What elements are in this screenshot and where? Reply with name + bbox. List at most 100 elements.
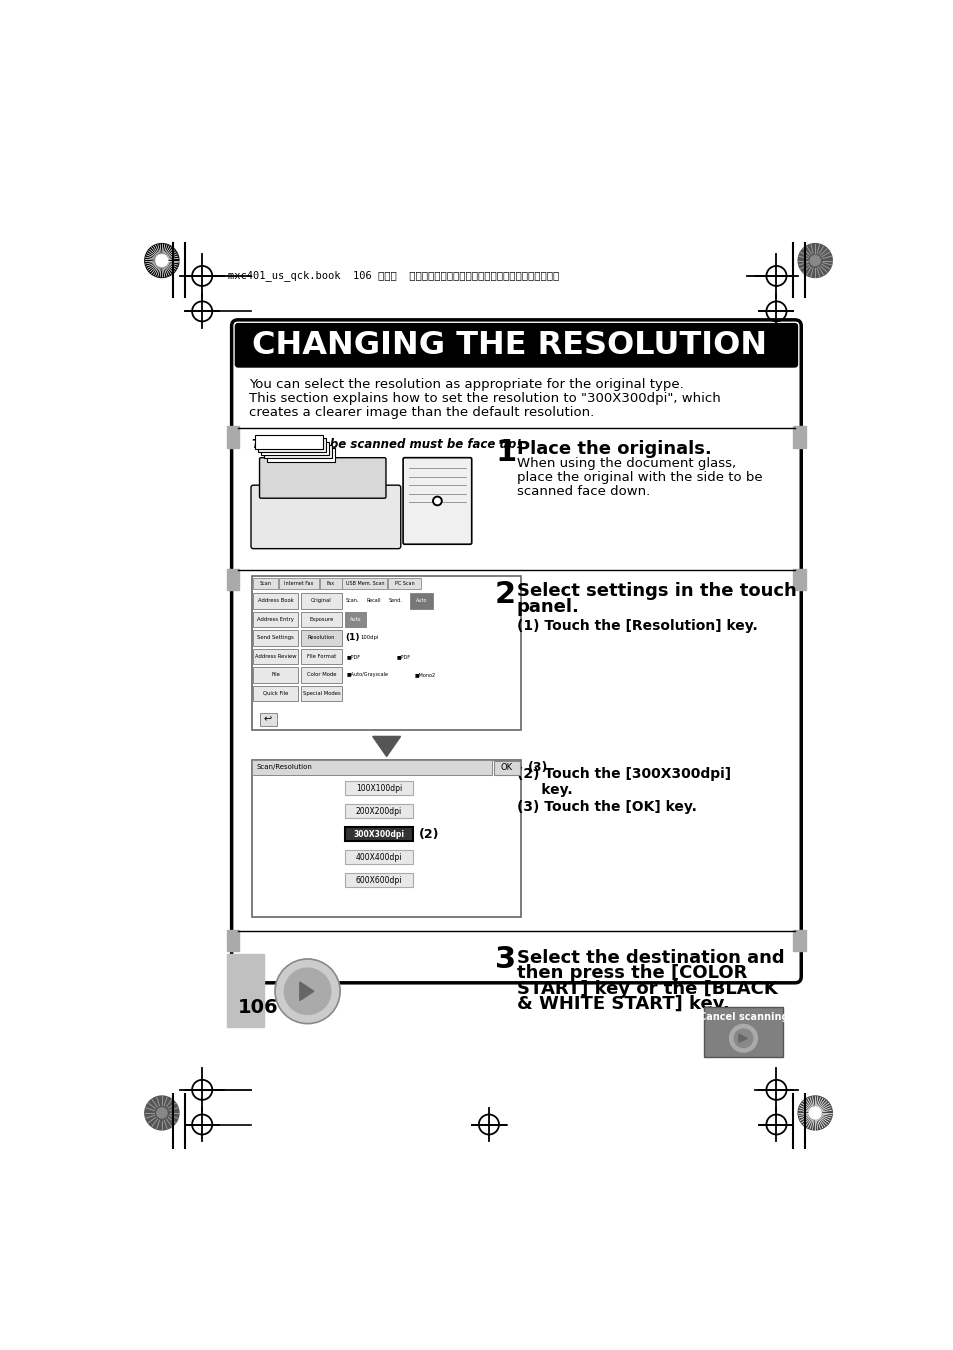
Text: When using the document glass,: When using the document glass, — [517, 456, 735, 470]
Bar — [257, 439, 326, 452]
Bar — [253, 630, 298, 645]
Text: Send.: Send. — [389, 598, 402, 603]
Bar — [227, 427, 239, 448]
Bar — [493, 761, 519, 775]
Text: Auto: Auto — [350, 617, 361, 622]
Bar — [342, 578, 387, 589]
Bar — [344, 873, 413, 887]
Bar — [301, 648, 341, 664]
Bar — [253, 667, 298, 683]
Bar — [344, 612, 366, 628]
Bar — [793, 930, 805, 952]
Text: panel.: panel. — [517, 598, 579, 616]
Text: place the original with the side to be: place the original with the side to be — [517, 471, 761, 483]
Circle shape — [156, 1108, 167, 1118]
Bar — [410, 593, 433, 609]
Bar — [264, 444, 332, 459]
Polygon shape — [373, 736, 400, 756]
Text: Select settings in the touch: Select settings in the touch — [517, 582, 796, 601]
Bar — [237, 346, 794, 366]
Text: Send Settings: Send Settings — [257, 636, 294, 640]
Text: Exposure: Exposure — [309, 617, 334, 622]
Text: ■PDF: ■PDF — [396, 653, 411, 659]
Bar — [344, 828, 413, 841]
Circle shape — [155, 255, 168, 266]
Text: Special Modes: Special Modes — [302, 691, 340, 695]
Text: (1): (1) — [344, 633, 359, 643]
Circle shape — [808, 1107, 821, 1119]
Text: This section explains how to set the resolution to "300X300dpi", which: This section explains how to set the res… — [249, 393, 720, 405]
Bar — [259, 713, 276, 726]
Text: Internet Fax: Internet Fax — [284, 580, 314, 586]
Text: Resolution: Resolution — [308, 636, 335, 640]
FancyBboxPatch shape — [234, 323, 798, 367]
Text: Recall: Recall — [367, 598, 381, 603]
Bar — [227, 568, 239, 590]
Bar — [254, 435, 322, 450]
Circle shape — [734, 1029, 752, 1048]
Bar — [793, 427, 805, 448]
Bar — [252, 760, 521, 918]
Text: then press the [COLOR: then press the [COLOR — [517, 964, 746, 983]
Bar — [227, 954, 264, 1027]
Circle shape — [284, 968, 331, 1014]
Bar — [344, 850, 413, 864]
FancyBboxPatch shape — [232, 320, 801, 983]
FancyBboxPatch shape — [403, 458, 471, 544]
Text: (2) Touch the [300X300dpi]: (2) Touch the [300X300dpi] — [517, 767, 730, 782]
Text: (1) Touch the [Resolution] key.: (1) Touch the [Resolution] key. — [517, 618, 757, 633]
Text: 300X300dpi: 300X300dpi — [353, 830, 404, 838]
Text: Select the destination and: Select the destination and — [517, 949, 783, 967]
Bar — [253, 648, 298, 664]
Text: ■PDF: ■PDF — [346, 653, 360, 659]
Text: 1: 1 — [495, 437, 516, 467]
Text: Quick File: Quick File — [263, 691, 288, 695]
Polygon shape — [738, 1034, 746, 1042]
Text: 100X100dpi: 100X100dpi — [355, 783, 401, 792]
Bar — [252, 576, 521, 730]
Bar — [344, 805, 413, 818]
Bar — [344, 782, 413, 795]
Text: Address Book: Address Book — [257, 598, 294, 603]
Bar — [301, 667, 341, 683]
Text: Fax: Fax — [327, 580, 335, 586]
Text: & WHITE START] key.: & WHITE START] key. — [517, 995, 729, 1012]
Text: mxc401_us_qck.book  106 ページ  ２００８年１０月１６日　木曜日　午前１０時５１分: mxc401_us_qck.book 106 ページ ２００８年１０月１６日 木… — [228, 270, 558, 281]
Text: Scan.: Scan. — [346, 598, 359, 603]
Circle shape — [798, 1096, 831, 1130]
Text: (3): (3) — [527, 761, 547, 775]
Text: Cancel scanning: Cancel scanning — [698, 1011, 787, 1022]
Circle shape — [274, 958, 340, 1023]
Bar — [253, 612, 298, 628]
Text: ↩: ↩ — [264, 714, 272, 725]
Text: key.: key. — [517, 783, 572, 796]
Bar — [252, 760, 492, 775]
Text: 3: 3 — [495, 945, 516, 975]
Bar — [319, 578, 341, 589]
Bar — [301, 593, 341, 609]
Text: START] key or the [BLACK: START] key or the [BLACK — [517, 980, 777, 998]
Text: USB Mem. Scan: USB Mem. Scan — [345, 580, 384, 586]
Bar — [301, 630, 341, 645]
Bar — [227, 930, 239, 952]
FancyBboxPatch shape — [251, 485, 400, 548]
Text: 400X400dpi: 400X400dpi — [355, 853, 402, 861]
Polygon shape — [299, 981, 314, 1000]
Text: Address Review: Address Review — [254, 653, 296, 659]
Bar — [301, 686, 341, 701]
Circle shape — [145, 243, 179, 278]
Bar — [278, 578, 319, 589]
Circle shape — [435, 498, 439, 504]
Text: 600X600dpi: 600X600dpi — [355, 876, 402, 884]
Circle shape — [809, 255, 820, 266]
Text: CHANGING THE RESOLUTION: CHANGING THE RESOLUTION — [252, 329, 766, 360]
Text: Color Mode: Color Mode — [307, 672, 335, 678]
Text: (2): (2) — [418, 828, 439, 841]
Bar — [253, 593, 298, 609]
Text: Address Entry: Address Entry — [257, 617, 294, 622]
Text: Original: Original — [311, 598, 332, 603]
FancyBboxPatch shape — [259, 458, 386, 498]
Text: The side to be scanned must be face up!: The side to be scanned must be face up! — [252, 437, 521, 451]
Bar — [793, 568, 805, 590]
Circle shape — [433, 497, 441, 506]
